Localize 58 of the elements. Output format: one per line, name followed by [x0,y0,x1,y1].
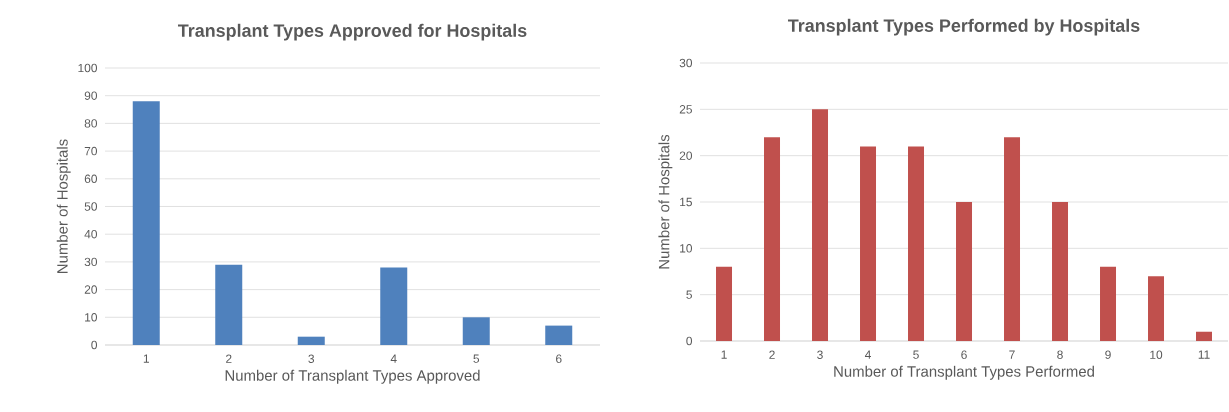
bar [462,317,490,345]
bar [716,266,733,341]
x-tick-label: 8 [1057,350,1063,359]
x-tick-label: 2 [769,350,775,359]
y-tick-label: 10 [85,313,98,322]
chart-title: Transplant Types Approved for Hospitals [177,23,527,41]
x-tick-label: 2 [226,354,232,363]
y-tick-label: 70 [84,146,98,156]
y-tick-label: 10 [680,244,693,253]
y-tick-label: 80 [84,119,98,128]
y-tick-label: 100 [78,63,98,73]
x-tick-label: 1 [721,350,727,359]
y-tick-label: 60 [84,174,98,184]
y-tick-label: 0 [91,340,98,350]
x-tick-label: 9 [1105,350,1111,359]
x-tick-label: 3 [817,350,823,359]
x-tick-label: 1 [143,354,149,363]
x-tick-label: 4 [390,354,397,363]
bar [1004,137,1021,341]
x-tick-label: 4 [864,350,871,359]
chart-title: Transplant Types Performed by Hospitals [787,18,1140,36]
x-tick-label: 5 [913,350,919,359]
bar [1196,331,1213,341]
bar [1100,266,1117,341]
bar [1052,202,1069,341]
y-axis-title: Number of Hospitals [56,139,71,273]
x-tick-label: 6 [556,354,562,363]
y-tick-label: 25 [679,105,692,114]
x-tick-label: 6 [961,350,967,359]
y-tick-label: 20 [679,151,693,160]
y-tick-label: 30 [679,58,693,68]
y-tick-label: 0 [686,336,693,346]
y-tick-label: 50 [84,202,98,211]
bar [956,202,973,341]
x-tick-label: 10 [1150,350,1163,359]
bar [380,267,408,345]
bar [215,264,243,345]
y-tick-label: 5 [686,290,692,299]
y-tick-label: 15 [680,197,692,207]
bar [297,336,325,345]
bar [908,146,925,341]
x-axis-title: Number of Transplant Types Approved [225,369,480,384]
y-tick-label: 20 [84,285,98,294]
bar [545,325,573,345]
bar [764,137,781,341]
x-tick-label: 5 [473,354,480,363]
bar [132,101,160,345]
y-tick-label: 30 [84,257,98,267]
x-tick-label: 3 [308,354,315,363]
bar [860,146,877,341]
x-axis-title: Number of Transplant Types Performed [834,365,1094,380]
y-tick-label: 40 [84,229,98,239]
y-tick-label: 90 [84,91,98,100]
x-tick-label: 7 [1009,350,1015,359]
bar [1148,276,1165,341]
bar [812,109,829,341]
x-tick-label: 11 [1198,350,1210,359]
y-axis-title: Number of Hospitals [658,134,673,269]
